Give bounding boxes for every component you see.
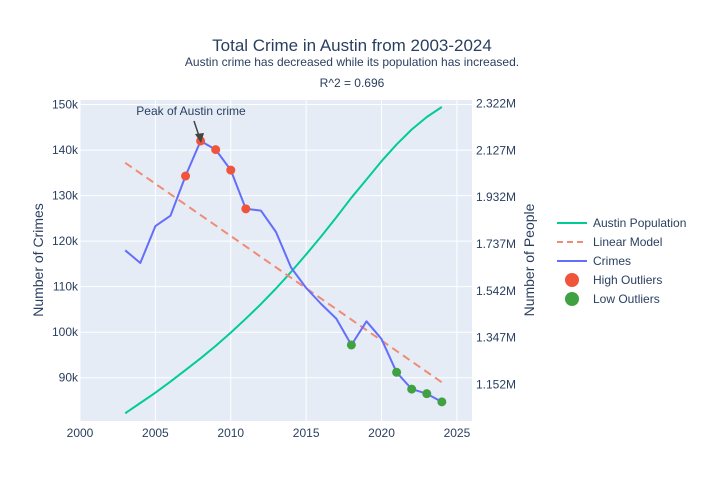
y-tick-label: 150k — [52, 98, 79, 112]
y-axis-label: Number of Crimes — [30, 203, 46, 317]
legend-swatch-high-outliers — [565, 273, 579, 287]
y-tick-label: 100k — [52, 325, 79, 339]
legend-label-high-outliers: High Outliers — [593, 273, 662, 287]
y2-tick-label: 1.152M — [476, 378, 516, 392]
legend-label-low-outliers: Low Outliers — [593, 292, 660, 306]
y-tick-label: 110k — [53, 280, 79, 294]
y-tick-label: 120k — [52, 234, 79, 248]
y2-tick-label: 1.542M — [476, 284, 516, 298]
low-outliers-point — [437, 397, 447, 407]
y-tick-label: 130k — [52, 189, 79, 203]
y2-tick-label: 1.932M — [476, 190, 516, 204]
y-tick-label: 90k — [59, 371, 79, 385]
series-layer — [124, 106, 447, 415]
axis-ticks: 2000 2005 2010 2015 2020 2025 90k 100k 110k 120k 1… — [52, 97, 516, 440]
low-outliers-point — [346, 340, 356, 350]
legend-label-austin-population: Austin Population — [593, 216, 686, 230]
peak-annotation: Peak of Austin crime — [136, 104, 246, 143]
crimes-line — [124, 140, 443, 403]
high-outliers-point — [226, 165, 236, 175]
legend-label-crimes: Crimes — [593, 254, 631, 268]
y2-tick-label: 1.347M — [476, 331, 516, 345]
x-tick-label: 2015 — [293, 426, 320, 440]
chart-title: Total Crime in Austin from 2003-2024 — [212, 36, 492, 55]
grid-lines — [79, 100, 472, 421]
y2-axis-label: Number of People — [521, 203, 537, 316]
peak-annotation-text: Peak of Austin crime — [136, 104, 246, 118]
x-tick-label: 2025 — [444, 426, 471, 440]
x-tick-label: 2005 — [142, 426, 169, 440]
y2-tick-label: 1.737M — [476, 237, 516, 251]
r-squared-label: R^2 = 0.696 — [320, 76, 385, 90]
legend-label-linear-model: Linear Model — [593, 235, 662, 249]
x-tick-label: 2010 — [217, 426, 244, 440]
x-tick-label: 2000 — [67, 426, 94, 440]
y2-tick-label: 2.127M — [476, 143, 516, 157]
plot-background — [80, 100, 472, 421]
peak-annotation-arrow — [193, 120, 200, 137]
low-outliers-point — [392, 367, 402, 377]
high-outliers-point — [241, 204, 251, 214]
legend: Austin Population Linear Model Crimes High … — [557, 216, 686, 306]
y-tick-label: 140k — [52, 143, 79, 157]
low-outliers-point — [407, 384, 417, 394]
chart-subtitle: Austin crime has decreased while its pop… — [185, 55, 519, 69]
low-outliers-point — [422, 389, 432, 399]
peak-annotation-arrowhead — [195, 133, 204, 143]
y2-tick-label: 2.322M — [476, 97, 516, 111]
high-outliers-point — [181, 171, 191, 181]
legend-swatch-low-outliers — [565, 292, 579, 306]
high-outliers-point — [211, 145, 221, 155]
austin-population-line — [124, 106, 443, 415]
x-tick-label: 2020 — [368, 426, 395, 440]
